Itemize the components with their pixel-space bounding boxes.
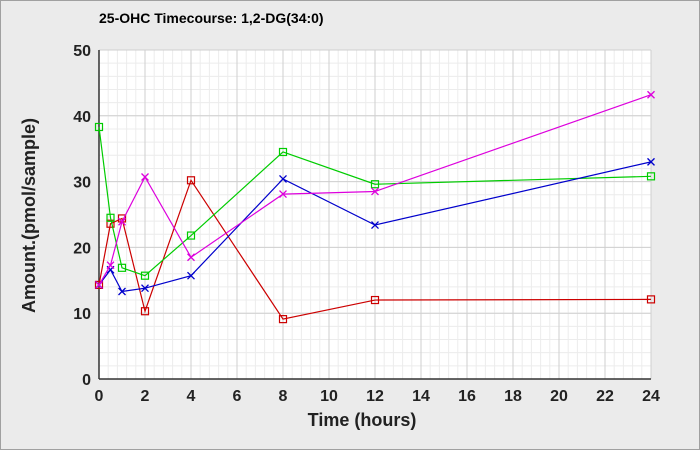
data-point [118,217,126,226]
data-point [141,284,149,293]
data-point [187,271,195,280]
marker-stroke [371,187,379,196]
data-point [279,190,287,199]
x-tick-label: 20 [550,388,568,405]
x-tick-label: 0 [95,388,104,405]
marker-stroke [95,280,103,289]
marker-stroke [371,221,379,229]
y-tick-label: 10 [73,306,91,323]
marker-stroke [187,253,195,262]
series-line [98,161,652,293]
data-point [106,261,115,270]
series-line [98,126,652,277]
x-tick-label: 6 [233,388,242,405]
y-tick-label: 30 [73,175,91,192]
x-tick-label: 2 [141,388,150,405]
y-tick-label: 40 [73,109,91,126]
marker-stroke [647,157,655,166]
x-tick-label: 18 [504,388,522,405]
data-point [371,187,379,196]
data-point [141,173,149,181]
data-point [118,287,126,296]
x-tick-label: 10 [320,388,338,405]
data-point [646,172,656,181]
data-point [370,180,380,189]
data-point [140,271,150,280]
y-tick-label: 50 [73,43,91,60]
marker-stroke [647,90,655,99]
marker-stroke [141,173,149,181]
x-tick-label: 8 [279,388,288,405]
data-point [278,147,288,157]
data-point [117,263,127,272]
data-point [187,253,195,262]
x-tick-label: 14 [412,388,430,405]
marker-stroke [118,287,126,296]
x-tick-label: 4 [187,388,196,405]
data-point [370,295,380,305]
marker-stroke [141,284,149,293]
data-point [647,157,655,166]
data-point [186,176,196,185]
x-axis-title: Time (hours) [308,410,417,430]
grid [98,49,652,380]
x-tick-label: 24 [642,388,660,405]
x-tick-label: 22 [596,388,614,405]
y-tick-label: 0 [82,372,91,389]
marker-stroke [187,271,195,280]
x-tick-label: 16 [458,388,476,405]
marker-stroke [106,261,115,270]
data-point [94,122,104,132]
data-point [106,213,115,222]
chart-title: 25-OHC Timecourse: 1,2-DG(34:0) [99,10,324,26]
series-line [98,178,652,320]
data-point [140,307,150,316]
data-point [95,280,103,289]
data-point [647,90,655,99]
series-1 [94,176,656,324]
data-point [646,295,656,304]
data-point [94,280,104,290]
marker-stroke [118,217,126,226]
data-point [278,315,288,324]
series-line [98,94,652,286]
series-2 [94,122,656,280]
y-tick-label: 20 [73,240,91,257]
marker-stroke [279,190,287,199]
data-point [186,231,196,240]
y-axis-title: Amount.(pmol/sample) [19,118,39,313]
data-point [371,221,379,229]
data-point [279,175,287,183]
marker-stroke [279,175,287,183]
x-tick-label: 12 [366,388,384,405]
series-4 [95,90,655,289]
